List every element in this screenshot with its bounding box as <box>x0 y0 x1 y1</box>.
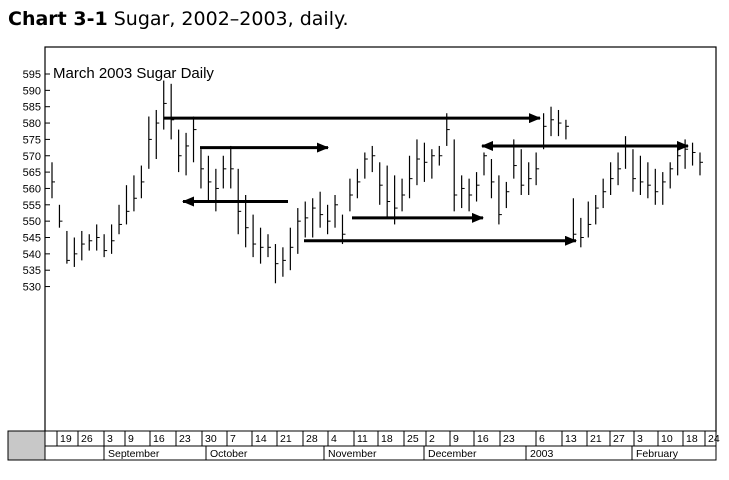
x-day-label: 16 <box>477 433 489 445</box>
x-month-label: December <box>428 448 477 460</box>
y-tick-label: 560 <box>23 183 41 195</box>
caption-text: Sugar, 2002–2003, daily. <box>113 8 349 30</box>
x-day-label: 3 <box>107 433 113 445</box>
y-tick-label: 550 <box>23 216 41 228</box>
chart-title: March 2003 Sugar Daily <box>53 65 214 82</box>
caption-label: Chart 3-1 <box>8 8 108 30</box>
x-day-label: 21 <box>590 433 602 445</box>
y-tick-label: 590 <box>23 85 41 97</box>
x-month-label: November <box>328 448 377 460</box>
x-day-label: 28 <box>306 433 318 445</box>
x-day-label: 2 <box>429 433 435 445</box>
x-month-label: October <box>210 448 248 460</box>
x-day-label: 7 <box>230 433 236 445</box>
x-day-label: 4 <box>331 433 337 445</box>
x-day-label: 10 <box>661 433 673 445</box>
x-day-label: 24 <box>708 433 720 445</box>
x-day-label: 19 <box>60 433 72 445</box>
y-tick-label: 595 <box>23 69 41 81</box>
x-day-label: 13 <box>565 433 577 445</box>
x-day-label: 18 <box>686 433 698 445</box>
x-day-label: 9 <box>128 433 134 445</box>
x-day-label: 16 <box>153 433 165 445</box>
x-day-label: 18 <box>381 433 393 445</box>
y-tick-label: 535 <box>23 265 41 277</box>
y-tick-label: 555 <box>23 200 41 212</box>
y-tick-label: 580 <box>23 118 41 130</box>
x-day-label: 14 <box>255 433 267 445</box>
y-tick-label: 585 <box>23 102 41 114</box>
y-tick-label: 575 <box>23 134 41 146</box>
x-month-label: February <box>636 448 679 460</box>
trend-arrows <box>164 113 689 246</box>
x-day-label: 30 <box>205 433 217 445</box>
x-axis: 19 26 3 9 16 23 30 7 14 21 28 4 11 18 25 2 9 16 23 6 13 21 27 3… <box>56 431 720 460</box>
x-day-label: 27 <box>613 433 625 445</box>
x-day-label: 26 <box>81 433 93 445</box>
y-tick-label: 545 <box>23 233 41 245</box>
figure-caption: Chart 3-1 Sugar, 2002–2003, daily. <box>8 8 349 30</box>
x-day-label: 9 <box>453 433 459 445</box>
x-day-label: 3 <box>637 433 643 445</box>
x-day-label: 6 <box>539 433 545 445</box>
x-day-label: 23 <box>179 433 191 445</box>
x-month-label: September <box>108 448 160 460</box>
price-bars <box>51 80 703 284</box>
x-axis-corner-block <box>7 430 46 461</box>
y-tick-label: 540 <box>23 249 41 261</box>
y-tick-label: 565 <box>23 167 41 179</box>
x-day-label: 21 <box>280 433 292 445</box>
x-day-label: 11 <box>357 433 368 445</box>
x-month-label: 2003 <box>530 448 554 460</box>
y-tick-label: 530 <box>23 282 41 294</box>
y-tick-label: 570 <box>23 151 41 163</box>
y-axis: 530 535 540 545 550 555 560 565 570 575 580 585 590 5… <box>23 69 50 294</box>
x-day-label: 25 <box>407 433 419 445</box>
x-day-label: 23 <box>503 433 515 445</box>
